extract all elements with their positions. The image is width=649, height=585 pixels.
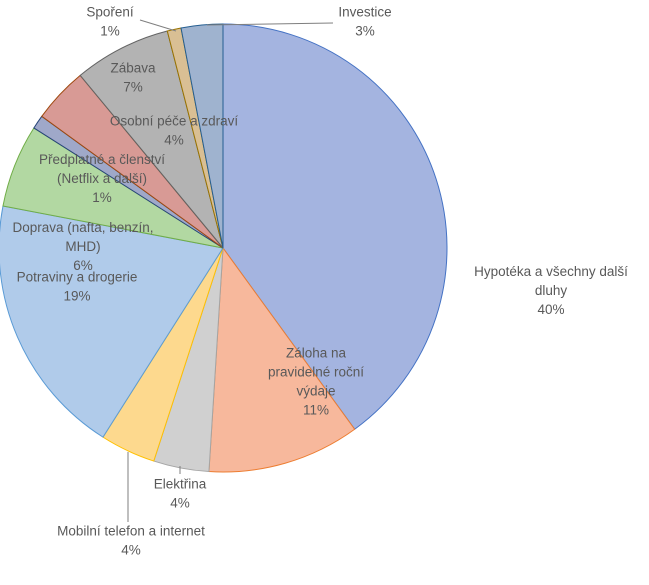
data-label-category: dluhy: [535, 283, 568, 298]
data-label-category: Investice: [338, 5, 391, 20]
data-label-category: Elektřina: [154, 477, 207, 492]
data-label-category: MHD): [65, 239, 100, 254]
data-label-percent: 6%: [73, 258, 93, 273]
data-label-sporeni: Spoření 1%: [86, 5, 134, 39]
data-label-potraviny-a-drogerie: Potraviny a drogerie 19%: [17, 270, 138, 304]
data-label-percent: 1%: [92, 190, 112, 205]
data-label-mobilni-telefon-a-internet: Mobilní telefon a internet 4%: [57, 524, 205, 558]
data-label-hypoteka-a-vsechny-dalsi-dluhy: Hypotéka a všechny další dluhy 40%: [474, 264, 628, 317]
data-label-percent: 4%: [121, 543, 141, 558]
data-label-osobni-pece-a-zdravi: Osobní péče a zdraví 4%: [110, 114, 239, 148]
data-label-percent: 40%: [537, 302, 564, 317]
data-label-zabava: Zábava 7%: [110, 61, 156, 95]
data-label-category: pravidelné roční: [268, 365, 364, 380]
data-label-category: Hypotéka a všechny další: [474, 264, 628, 279]
data-label-percent: 19%: [63, 289, 90, 304]
data-label-category: výdaje: [296, 384, 335, 399]
data-label-category: Doprava (nafta, benzín,: [12, 220, 153, 235]
data-label-percent: 7%: [123, 80, 143, 95]
data-label-zaloha-na-pravidelne-rocni-vydaje: Záloha na pravidelné roční výdaje 11%: [268, 346, 364, 418]
data-label-category: (Netflix a další): [57, 171, 147, 186]
data-label-percent: 11%: [303, 403, 329, 418]
data-label-category: Záloha na: [286, 346, 347, 361]
data-label-category: Osobní péče a zdraví: [110, 114, 239, 129]
data-label-percent: 3%: [355, 24, 375, 39]
data-label-doprava-nafta-benzin-mhd: Doprava (nafta, benzín, MHD) 6%: [12, 220, 153, 273]
data-label-investice: Investice 3%: [338, 5, 391, 39]
data-label-category: Potraviny a drogerie: [17, 270, 138, 285]
data-label-percent: 4%: [164, 133, 184, 148]
data-label-percent: 1%: [100, 24, 120, 39]
data-label-category: Spoření: [86, 5, 134, 20]
pie-slice-zaloha-na-pravidelne-rocni-vydaje: [208, 246, 356, 473]
pie-slice-potraviny-a-drogerie: [0, 205, 224, 438]
pie-slice-hypoteka-a-vsechny-dalsi-dluhy: [222, 23, 448, 430]
data-label-predplatne-a-clenstvi-netflix-a-dalsi: Předplatné a členství (Netflix a další) 1%: [39, 152, 165, 205]
data-label-category: Předplatné a členství: [39, 152, 165, 167]
leader-line-investice: [206, 22, 334, 26]
data-label-category: Mobilní telefon a internet: [57, 524, 205, 539]
pie-slice-investice: [180, 23, 224, 249]
data-label-percent: 4%: [170, 496, 190, 511]
data-label-elektrina: Elektřina 4%: [154, 477, 207, 511]
data-label-category: Zábava: [110, 61, 156, 76]
leader-line-sporeni: [139, 19, 177, 32]
